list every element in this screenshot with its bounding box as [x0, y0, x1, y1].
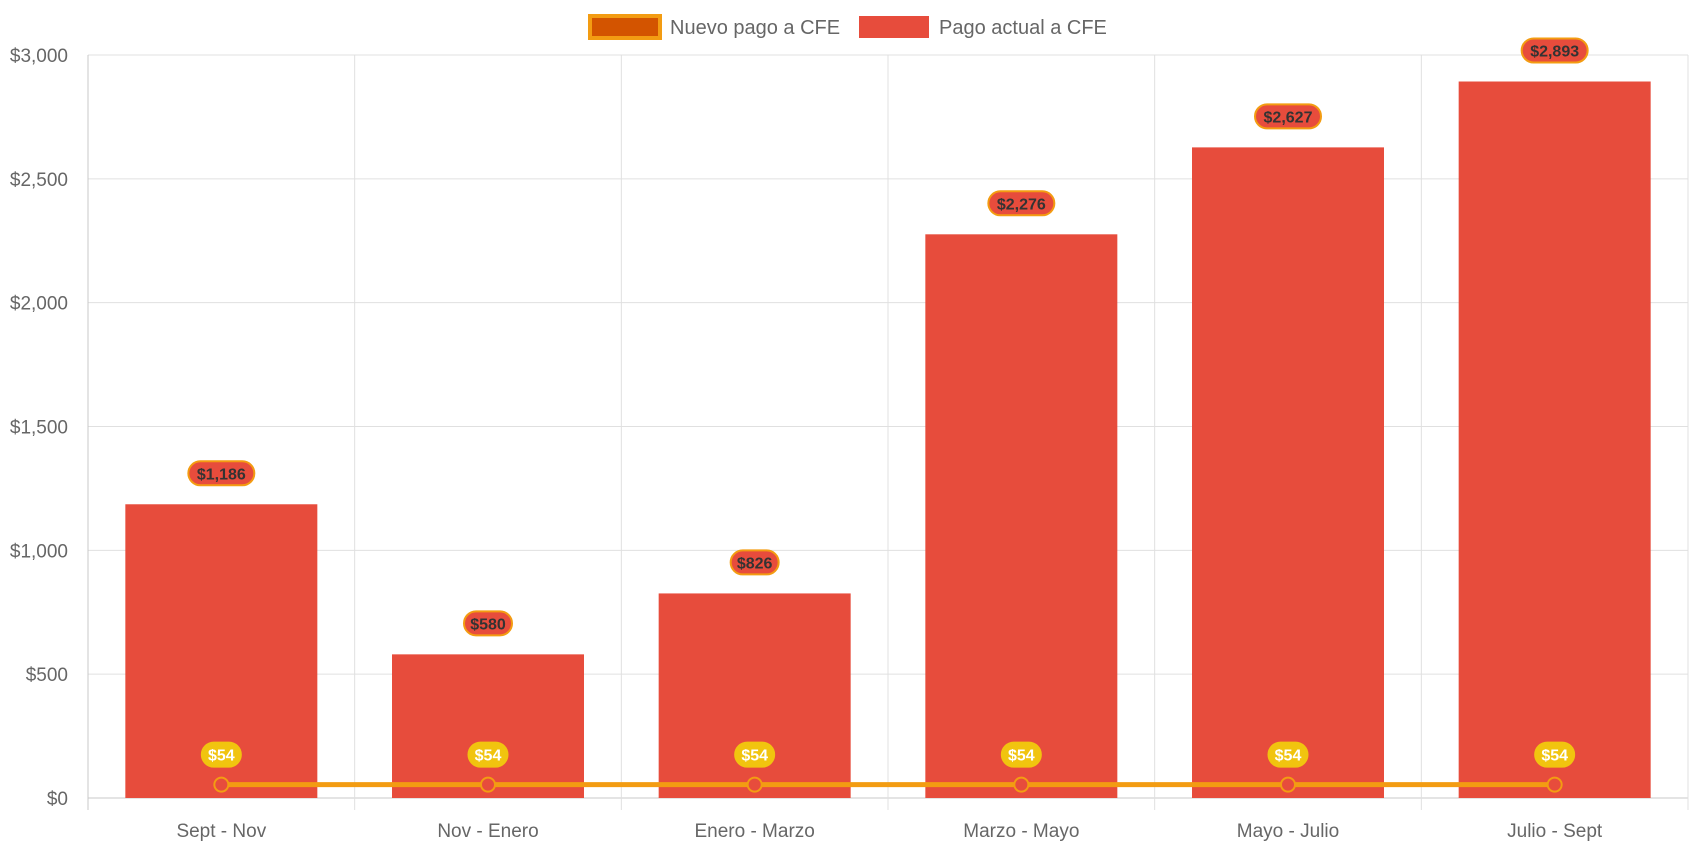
bar	[1458, 81, 1651, 798]
legend-item-pago-actual[interactable]: Pago actual a CFE	[859, 16, 1107, 39]
x-tick-label: Julio - Sept	[1507, 821, 1603, 842]
legend-label-nuevo-pago: Nuevo pago a CFE	[670, 17, 840, 39]
bar-value-label: $826	[737, 555, 773, 572]
bar-value-label: $1,186	[197, 466, 246, 483]
x-tick-label: Marzo - Mayo	[963, 821, 1079, 842]
line-value-label: $54	[1275, 748, 1302, 765]
line-value-label: $54	[1541, 748, 1568, 765]
bar-value-label-bg	[1254, 103, 1322, 130]
x-axis-ticks: Sept - Nov Nov - Enero Enero - Marzo Marzo …	[176, 821, 1602, 842]
y-axis-ticks: $0 $500 $1,000 $1,500 $2,000 $2,500 $3,000	[10, 46, 68, 810]
bar-value-label-bg	[1520, 37, 1589, 64]
legend-label-pago-actual: Pago actual a CFE	[939, 17, 1107, 39]
bar-value-label-bg	[463, 610, 513, 637]
bar-value-label: $2,893	[1530, 44, 1579, 61]
bar	[392, 654, 584, 798]
y-tick-label: $500	[26, 665, 68, 686]
legend-swatch-nuevo-pago	[588, 14, 662, 40]
data-labels: $1,186 $580 $826 $2,276 $2,627 $2,893 $54 $54 $5…	[187, 37, 1589, 768]
legend-item-nuevo-pago[interactable]: Nuevo pago a CFE	[588, 14, 840, 40]
line-value-label: $54	[1008, 748, 1035, 765]
bar-value-label: $2,627	[1264, 109, 1313, 126]
line-value-label-bg	[1534, 741, 1576, 768]
legend: Nuevo pago a CFE Pago actual a CFE	[588, 14, 1107, 40]
line-value-label-bg	[1267, 741, 1309, 768]
line-value-label-bg	[200, 741, 242, 768]
bar	[925, 234, 1118, 798]
bar-value-label-bg	[987, 190, 1056, 217]
line-point	[213, 776, 230, 793]
bar	[1192, 147, 1384, 799]
y-tick-label: $1,000	[10, 541, 68, 562]
line-point	[480, 776, 496, 793]
x-tick-label: Enero - Marzo	[694, 821, 814, 842]
line-point	[1546, 776, 1563, 793]
x-tick-label: Sept - Nov	[176, 821, 266, 842]
line-value-label: $54	[208, 748, 235, 765]
y-tick-label: $0	[47, 789, 68, 810]
bar-value-label-bg	[187, 460, 256, 487]
line-value-label-bg	[734, 741, 776, 768]
y-tick-label: $2,000	[10, 294, 68, 315]
bar-value-label: $2,276	[997, 196, 1046, 213]
line-point	[1280, 776, 1296, 793]
line-point	[746, 776, 763, 793]
line-value-label-bg	[1000, 741, 1042, 768]
line-series	[213, 776, 1563, 793]
line-point	[1013, 776, 1030, 793]
bar-value-label-bg	[729, 549, 780, 576]
line-value-label: $54	[741, 748, 768, 765]
line-value-label: $54	[475, 748, 502, 765]
legend-swatch-pago-actual	[859, 16, 929, 38]
line-value-label-bg	[467, 741, 509, 768]
y-tick-label: $3,000	[10, 46, 68, 67]
x-tick-label: Mayo - Julio	[1237, 821, 1339, 842]
y-tick-label: $2,500	[10, 170, 68, 191]
y-tick-label: $1,500	[10, 418, 68, 439]
bar-value-label: $580	[470, 616, 506, 633]
x-tick-label: Nov - Enero	[437, 821, 538, 842]
grid	[87, 54, 1689, 810]
